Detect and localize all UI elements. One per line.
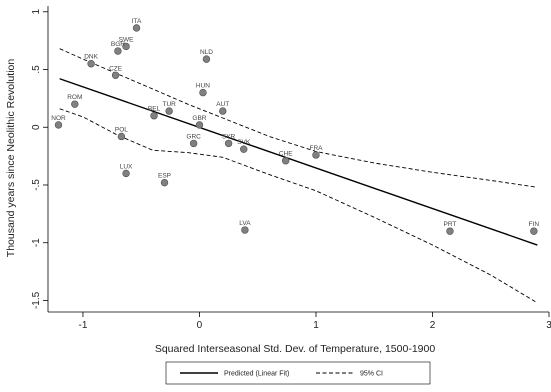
y-tick-label: -1.5 <box>31 291 42 309</box>
plot-frame <box>48 6 549 312</box>
point-label: GBR <box>192 115 206 122</box>
point-label: PRT <box>444 221 457 228</box>
data-point <box>54 121 63 129</box>
data-point <box>111 71 120 79</box>
data-point <box>132 24 141 32</box>
point-label: TUR <box>162 101 176 108</box>
point-label: ITA <box>132 18 142 25</box>
x-tick-label: 1 <box>313 320 319 331</box>
point-label: SVK <box>237 139 251 146</box>
point-label: ESP <box>158 173 171 180</box>
data-point <box>281 157 290 165</box>
point-label: FRA <box>309 145 323 152</box>
point-label: SWE <box>119 36 134 43</box>
point-label: POL <box>115 126 128 133</box>
data-point <box>199 88 207 97</box>
data-point <box>165 107 173 115</box>
point-label: CHE <box>279 151 293 158</box>
point-label: DNK <box>84 54 98 61</box>
point-label: LUX <box>120 163 133 170</box>
data-point <box>189 139 198 148</box>
point-label: GRC <box>186 133 201 140</box>
data-point <box>312 151 320 159</box>
point-label: BGR <box>111 41 125 48</box>
data-point <box>195 121 204 129</box>
point-label: LVA <box>239 220 251 227</box>
y-axis-title: Thousand years since Neolithic Revolutio… <box>5 59 17 258</box>
data-point <box>530 227 538 235</box>
x-tick-label: 2 <box>430 320 436 331</box>
fit-line-layer <box>59 78 538 246</box>
confidence-interval-layer <box>59 48 538 304</box>
data-point <box>122 169 130 178</box>
y-tick-label: -.5 <box>31 179 42 191</box>
data-point <box>241 226 249 234</box>
point-label: AUT <box>216 101 229 108</box>
legend-box <box>165 361 431 385</box>
data-point <box>150 111 158 120</box>
axes-layer: -1 0 1 2 3 1 .5 0 -.5 -1 -1.5 <box>31 6 551 331</box>
y-tick-label: 0 <box>31 124 42 130</box>
point-label: HUN <box>196 83 210 90</box>
data-point <box>87 60 95 68</box>
data-point <box>202 55 211 63</box>
data-point <box>240 145 248 153</box>
plot-area <box>48 6 549 312</box>
legend-label: 95% CI <box>360 371 383 378</box>
data-point <box>117 132 126 141</box>
ci-lower-line <box>59 108 538 304</box>
x-tick-label: 0 <box>197 320 203 331</box>
x-axis-title: Squared Interseasonal Std. Dev. of Tempe… <box>155 343 436 355</box>
data-point <box>122 42 130 51</box>
legend-label: Predicted (Linear Fit) <box>224 371 289 378</box>
y-tick-label: 1 <box>31 9 42 15</box>
x-tick-label: -1 <box>79 320 88 331</box>
data-point <box>71 100 79 108</box>
data-point <box>224 139 233 148</box>
point-label: NOR <box>51 115 66 122</box>
point-label: NLD <box>200 49 213 56</box>
data-point <box>114 47 122 55</box>
data-point <box>160 178 169 187</box>
fit-line <box>59 78 538 246</box>
data-point <box>446 227 454 235</box>
point-label: SYR <box>222 133 236 140</box>
y-tick-label: .5 <box>31 65 42 74</box>
x-tick-label: 3 <box>546 320 551 331</box>
point-label: ROM <box>67 94 82 101</box>
point-label: BEL <box>148 106 161 113</box>
y-tick-label: -1 <box>31 238 42 247</box>
legend: Predicted (Linear Fit) 95% CI <box>165 361 431 385</box>
point-label: CZE <box>109 65 123 72</box>
ci-upper-line <box>59 48 538 188</box>
point-label: FIN <box>529 221 540 228</box>
data-point <box>219 107 227 115</box>
